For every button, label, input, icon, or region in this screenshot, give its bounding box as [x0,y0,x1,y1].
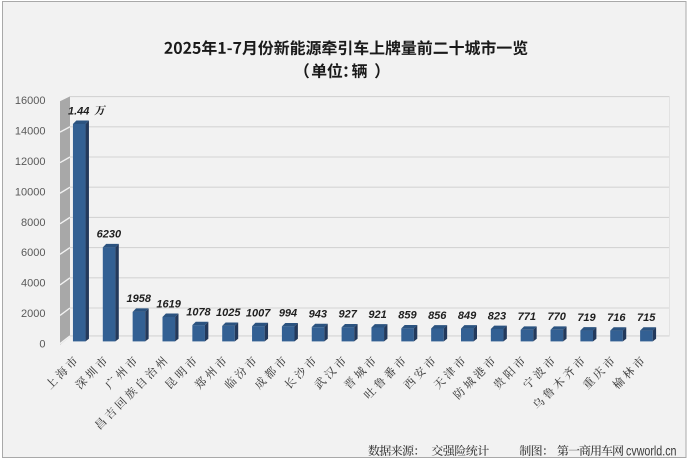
svg-text:1619: 1619 [156,298,181,310]
svg-text:849: 849 [458,310,477,322]
svg-text:1025: 1025 [216,307,241,319]
svg-text:715: 715 [637,312,656,324]
svg-text:6230: 6230 [97,229,122,241]
svg-text:927: 927 [339,309,358,321]
svg-text:cvworld.cn: cvworld.cn [626,443,677,458]
svg-text:14000: 14000 [15,126,46,138]
svg-text:1.44: 1.44 [68,105,89,117]
svg-text:994: 994 [279,308,297,320]
svg-text:1078: 1078 [186,306,211,318]
svg-text:16000: 16000 [15,95,46,107]
svg-text:8000: 8000 [21,217,45,229]
svg-text:1007: 1007 [246,307,271,319]
svg-text:859: 859 [398,310,417,322]
svg-text:856: 856 [428,310,447,322]
svg-text:823: 823 [488,310,506,322]
svg-text:770: 770 [547,311,566,323]
svg-text:4000: 4000 [21,278,45,290]
svg-text:6000: 6000 [21,247,45,259]
svg-text:12000: 12000 [15,156,46,168]
svg-text:771: 771 [518,311,536,323]
svg-text:716: 716 [607,312,626,324]
svg-text:921: 921 [368,309,386,321]
svg-text:2000: 2000 [21,308,45,320]
svg-text:1958: 1958 [127,293,152,305]
svg-text:719: 719 [577,312,596,324]
svg-text:10000: 10000 [15,186,46,198]
svg-text:943: 943 [309,308,327,320]
svg-text:0: 0 [39,338,45,350]
